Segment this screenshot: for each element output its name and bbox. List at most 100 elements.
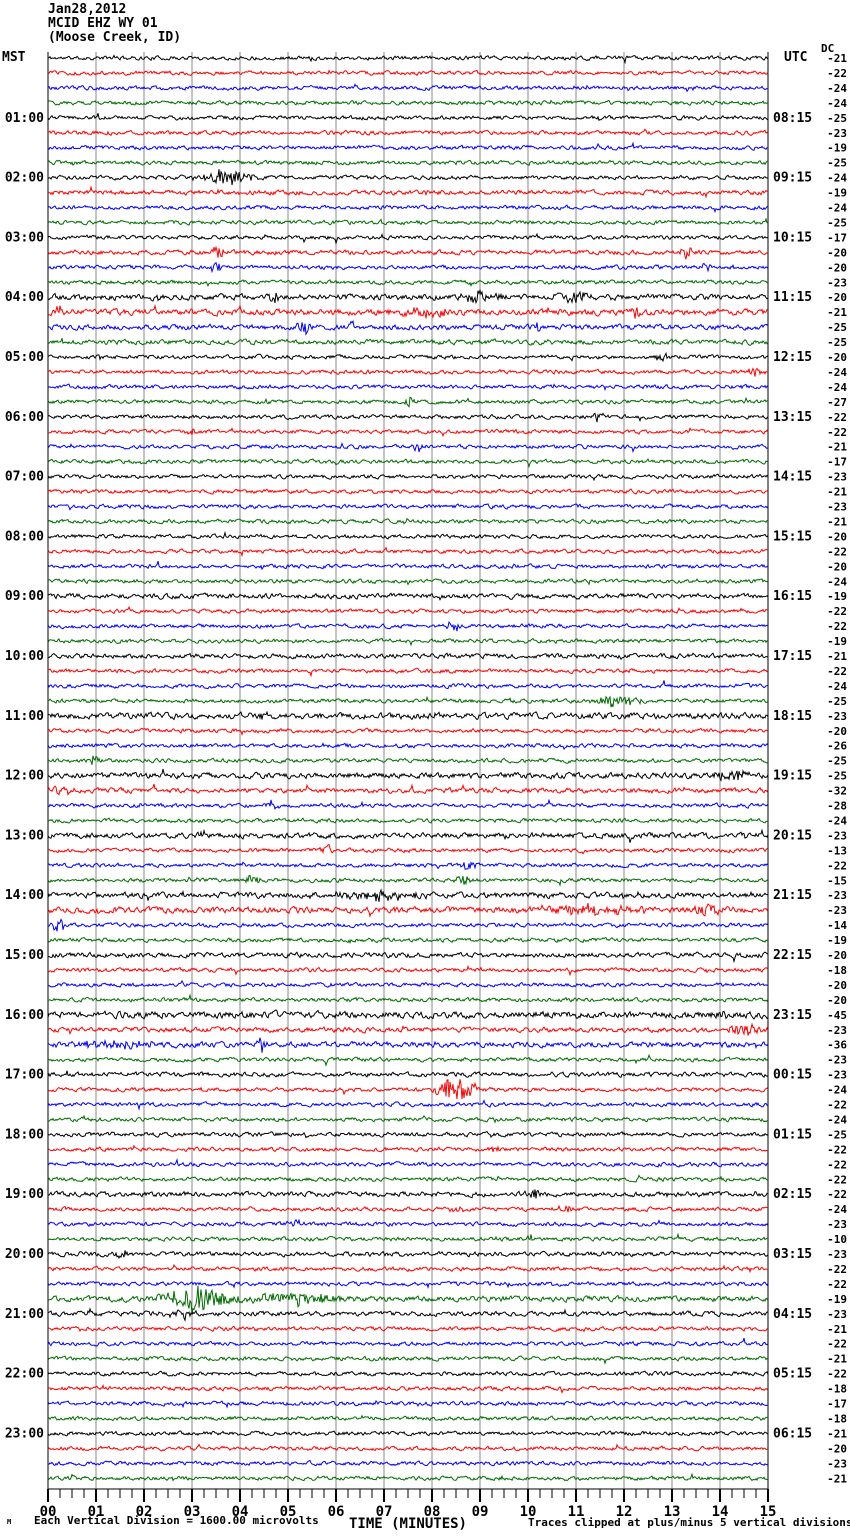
trace-row-61	[47, 964, 769, 977]
dc-value: -25	[827, 770, 847, 783]
trace-row-60	[48, 951, 769, 964]
trace-row-73	[47, 1144, 769, 1153]
trace-row-66	[47, 1037, 769, 1053]
trace-row-30	[47, 503, 769, 511]
trace-row-3	[47, 99, 768, 106]
trace-row-63	[47, 993, 769, 1003]
utc-time-label: 12:15	[773, 350, 812, 365]
trace-row-91	[47, 1414, 769, 1422]
trace-row-6	[47, 141, 769, 151]
dc-value: -23	[827, 710, 847, 723]
dc-value: -23	[827, 1054, 847, 1067]
dc-value: -23	[827, 1218, 847, 1231]
dc-value: -28	[827, 800, 847, 813]
x-tick-label: 09	[472, 1504, 489, 1520]
trace-row-57	[47, 902, 769, 918]
trace-row-95	[47, 1472, 769, 1482]
trace-row-53	[47, 843, 769, 855]
x-tick-label: 08	[424, 1504, 441, 1520]
dc-value: -24	[827, 1203, 847, 1216]
mst-time-label: 03:00	[5, 230, 44, 245]
utc-time-label: 05:15	[773, 1367, 812, 1382]
dc-value: -21	[827, 486, 847, 499]
dc-value: -18	[827, 1383, 847, 1396]
trace-row-70	[47, 1099, 769, 1111]
x-tick-label: 13	[664, 1504, 681, 1520]
dc-value: -23	[827, 1457, 847, 1470]
trace-row-51	[47, 817, 769, 824]
mst-time-label: 17:00	[5, 1068, 44, 1083]
dc-value: -23	[827, 276, 847, 289]
dc-value: -20	[827, 291, 847, 304]
x-tick-label: 07	[376, 1504, 393, 1520]
dc-value: -24	[827, 814, 847, 827]
trace-row-81	[47, 1263, 769, 1274]
trace-row-67	[47, 1053, 769, 1067]
trace-row-75	[47, 1174, 769, 1183]
dc-value: -23	[827, 1024, 847, 1037]
mst-time-label: 06:00	[5, 410, 44, 425]
trace-row-7	[47, 159, 769, 167]
title-location: (Moose Creek, ID)	[48, 30, 182, 45]
trace-row-27	[47, 458, 769, 469]
dc-value: -22	[827, 620, 847, 633]
trace-row-62	[47, 979, 769, 988]
trace-row-55	[47, 874, 769, 887]
dc-value: -22	[827, 665, 847, 678]
dc-value: -20	[827, 261, 847, 274]
x-tick-label: 15	[760, 1504, 777, 1520]
utc-time-label: 21:15	[773, 888, 812, 903]
dc-value: -19	[827, 142, 847, 155]
utc-time-label: 15:15	[773, 529, 812, 544]
dc-value: -21	[827, 306, 847, 319]
dc-value: -25	[827, 216, 847, 229]
dc-value: -25	[827, 695, 847, 708]
trace-row-19	[47, 337, 769, 346]
dc-value: -25	[827, 112, 847, 125]
trace-row-31	[47, 517, 769, 525]
dc-value: -27	[827, 396, 847, 409]
dc-value: -24	[827, 1084, 847, 1097]
scale-note: Each Vertical Division = 1600.00 microvo…	[34, 1514, 319, 1527]
trace-row-88	[47, 1370, 769, 1377]
dc-value: -22	[827, 1278, 847, 1291]
dc-value: -24	[827, 680, 847, 693]
dc-value: -25	[827, 755, 847, 768]
mst-time-label: 22:00	[5, 1367, 44, 1382]
trace-row-64	[47, 1009, 769, 1020]
trace-row-80	[47, 1250, 769, 1259]
trace-row-10	[47, 204, 769, 214]
utc-time-label: 20:15	[773, 828, 812, 843]
trace-row-71	[47, 1114, 769, 1124]
trace-row-54	[47, 861, 769, 870]
utc-time-label: 17:15	[773, 649, 812, 664]
dc-value: -36	[827, 1039, 847, 1052]
trace-row-16	[47, 288, 769, 305]
dc-value: -21	[827, 1323, 847, 1336]
x-tick-label: 10	[520, 1504, 537, 1520]
trace-row-20	[47, 351, 769, 363]
trace-row-83	[47, 1285, 769, 1315]
dc-value: -22	[827, 1099, 847, 1112]
trace-row-11	[47, 217, 769, 226]
trace-row-38	[47, 620, 769, 632]
clip-note: Traces clipped at plus/minus 5 vertical …	[528, 1516, 850, 1529]
x-tick-label: 03	[184, 1504, 201, 1520]
trace-row-41	[47, 667, 769, 678]
utc-time-label: 08:15	[773, 111, 812, 126]
x-tick-label: 12	[616, 1504, 633, 1520]
trace-row-93	[47, 1443, 769, 1452]
trace-row-17	[47, 303, 769, 319]
utc-time-label: 23:15	[773, 1008, 812, 1023]
dc-value: -22	[827, 605, 847, 618]
trace-row-9	[47, 185, 769, 199]
trace-row-12	[47, 232, 769, 245]
mst-time-label: 21:00	[5, 1307, 44, 1322]
dc-value: -24	[827, 202, 847, 215]
mst-time-label: 09:00	[5, 589, 44, 604]
utc-time-label: 19:15	[773, 769, 812, 784]
dc-value: -14	[827, 919, 847, 932]
mst-time-label: 15:00	[5, 948, 44, 963]
trace-row-94	[47, 1459, 769, 1467]
